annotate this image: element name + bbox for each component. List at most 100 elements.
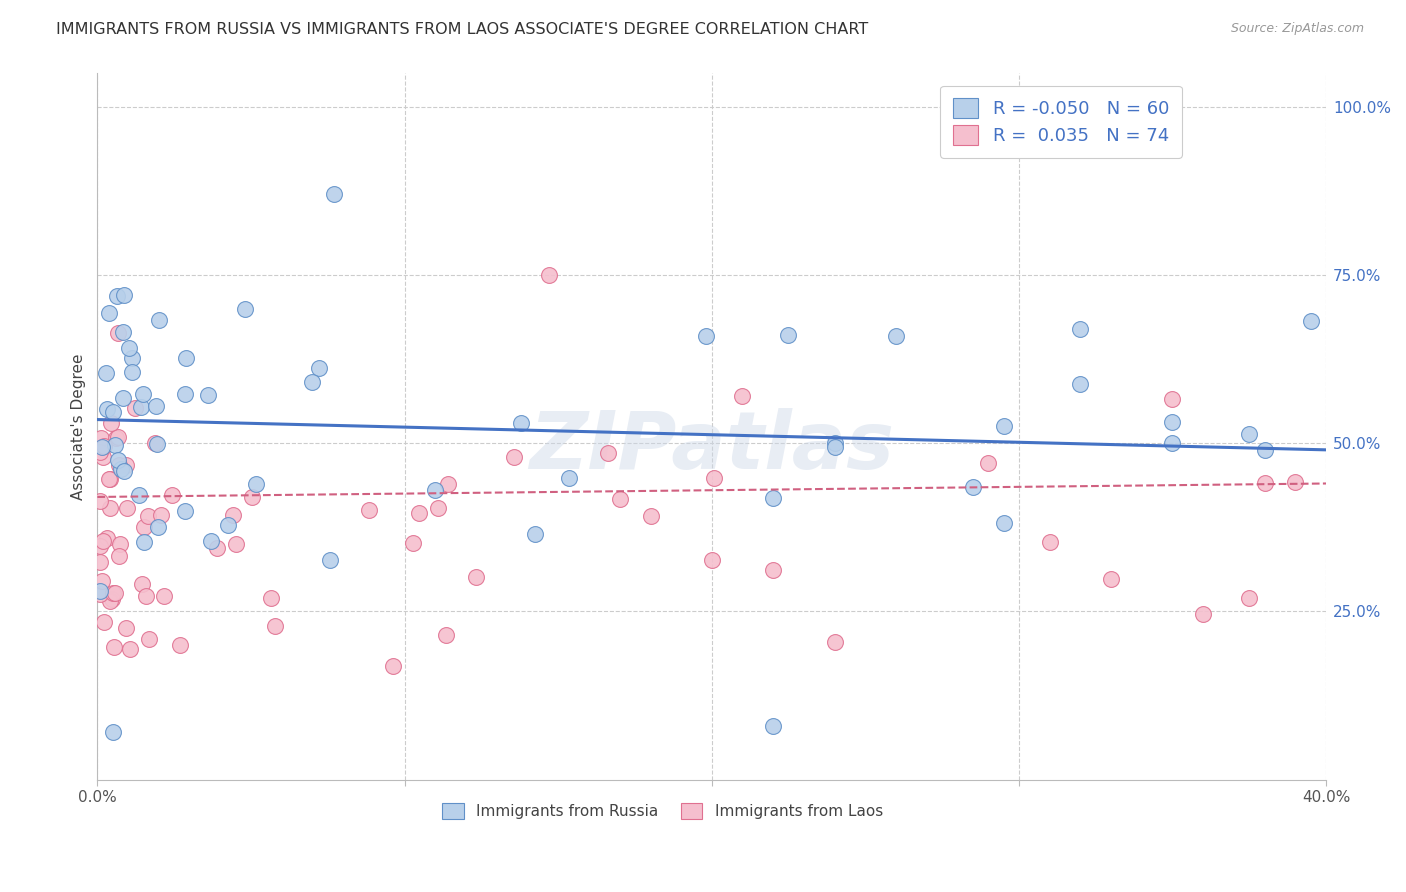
Point xyxy=(233,301,256,316)
Point xyxy=(884,328,907,343)
Point xyxy=(115,501,138,516)
Point xyxy=(98,593,121,607)
Point xyxy=(1039,535,1062,549)
Point xyxy=(260,591,283,605)
Point xyxy=(112,288,135,302)
Point xyxy=(695,329,717,343)
Point xyxy=(132,519,155,533)
Point xyxy=(359,503,381,517)
Point xyxy=(150,508,173,522)
Point xyxy=(537,268,560,282)
Point xyxy=(824,635,846,649)
Point xyxy=(426,500,449,515)
Point xyxy=(1069,377,1091,392)
Point xyxy=(96,531,118,545)
Point xyxy=(609,492,631,507)
Point xyxy=(129,400,152,414)
Text: Source: ZipAtlas.com: Source: ZipAtlas.com xyxy=(1230,22,1364,36)
Point xyxy=(1253,442,1275,457)
Point xyxy=(98,306,121,320)
Point xyxy=(319,553,342,567)
Point xyxy=(104,586,127,600)
Point xyxy=(502,450,524,464)
Point xyxy=(169,638,191,652)
Point xyxy=(1299,314,1322,328)
Point xyxy=(146,519,169,533)
Point xyxy=(977,456,1000,470)
Point xyxy=(115,621,138,635)
Point xyxy=(89,494,111,508)
Point xyxy=(437,476,460,491)
Point xyxy=(121,365,143,379)
Text: ZIPatlas: ZIPatlas xyxy=(529,409,894,486)
Point xyxy=(96,401,118,416)
Point xyxy=(993,419,1015,434)
Point xyxy=(101,591,124,606)
Point xyxy=(523,526,546,541)
Point xyxy=(93,450,115,464)
Point xyxy=(1099,572,1122,586)
Point xyxy=(105,431,128,445)
Point xyxy=(596,446,619,460)
Point xyxy=(105,289,128,303)
Point xyxy=(136,509,159,524)
Point xyxy=(221,508,243,522)
Point xyxy=(703,471,725,485)
Point xyxy=(93,439,115,453)
Point xyxy=(510,417,533,431)
Point xyxy=(89,584,111,599)
Point xyxy=(762,491,785,505)
Point xyxy=(135,589,157,603)
Point xyxy=(90,431,112,445)
Point xyxy=(89,539,111,553)
Point xyxy=(731,389,754,403)
Point xyxy=(103,640,125,654)
Point xyxy=(98,500,121,515)
Point xyxy=(89,587,111,601)
Point xyxy=(1284,475,1306,489)
Point xyxy=(1253,476,1275,491)
Legend: Immigrants from Russia, Immigrants from Laos: Immigrants from Russia, Immigrants from … xyxy=(436,797,889,825)
Point xyxy=(103,586,125,600)
Point xyxy=(778,328,800,343)
Point xyxy=(121,351,143,366)
Point xyxy=(120,642,142,657)
Point xyxy=(558,471,581,485)
Point xyxy=(138,632,160,646)
Point xyxy=(1069,322,1091,336)
Point xyxy=(1161,415,1184,429)
Point xyxy=(952,113,974,128)
Point xyxy=(111,325,134,339)
Point xyxy=(93,534,115,549)
Point xyxy=(1192,607,1215,621)
Point xyxy=(124,401,146,415)
Point xyxy=(103,405,125,419)
Point xyxy=(108,537,131,551)
Point xyxy=(107,430,129,444)
Point xyxy=(107,326,129,340)
Point xyxy=(762,563,785,577)
Point xyxy=(148,313,170,327)
Point xyxy=(962,481,984,495)
Point xyxy=(107,452,129,467)
Point xyxy=(240,490,263,504)
Point xyxy=(205,541,228,556)
Point xyxy=(104,438,127,452)
Point xyxy=(145,400,167,414)
Point xyxy=(173,387,195,401)
Point xyxy=(98,472,121,486)
Point xyxy=(245,476,267,491)
Point xyxy=(640,509,662,524)
Point xyxy=(112,464,135,478)
Point xyxy=(90,574,112,588)
Point xyxy=(89,555,111,569)
Point xyxy=(200,533,222,548)
Point xyxy=(700,553,723,567)
Point xyxy=(96,366,118,380)
Point xyxy=(110,461,132,475)
Point xyxy=(174,351,197,366)
Point xyxy=(145,437,167,451)
Point xyxy=(115,458,138,472)
Point xyxy=(322,187,344,202)
Point xyxy=(128,488,150,502)
